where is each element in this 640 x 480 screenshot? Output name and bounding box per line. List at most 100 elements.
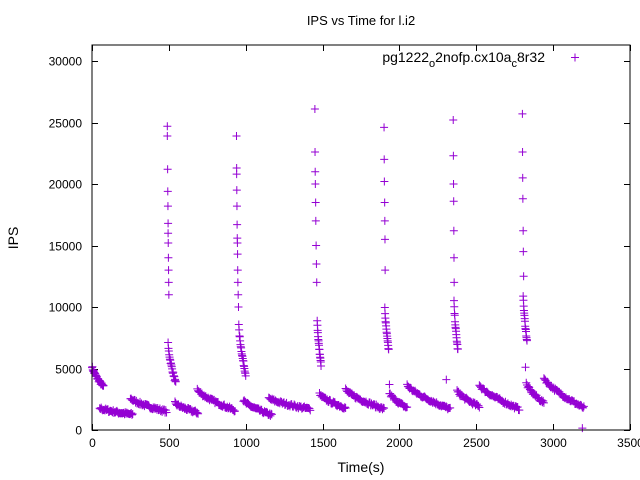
data-point	[164, 239, 173, 248]
x-tick-label: 1000	[233, 436, 260, 450]
data-point	[164, 290, 173, 299]
data-point	[449, 253, 458, 262]
legend: pg1222o2nofp.cx10ac8r32	[382, 49, 579, 70]
plot-border	[91, 44, 631, 431]
x-axis-label: Time(s)	[338, 459, 385, 475]
legend-label-part: 8r32	[517, 49, 545, 65]
data-point	[267, 410, 276, 419]
data-point	[381, 266, 390, 275]
data-point	[305, 404, 314, 413]
data-point	[234, 290, 243, 299]
data-point	[192, 408, 201, 417]
data-point	[164, 266, 173, 275]
data-point	[539, 374, 548, 383]
data-point	[233, 239, 242, 248]
data-point	[453, 345, 462, 354]
data-point	[312, 241, 321, 250]
data-points	[88, 104, 588, 433]
data-point	[233, 250, 242, 259]
y-axis-label: IPS	[5, 227, 21, 250]
data-point	[232, 202, 241, 211]
data-point	[449, 197, 458, 206]
x-tick-label: 2000	[386, 436, 413, 450]
data-point	[380, 155, 389, 164]
data-point	[518, 194, 527, 203]
data-point	[311, 180, 320, 188]
data-point	[311, 167, 320, 176]
data-point	[232, 170, 241, 179]
data-point	[380, 177, 389, 186]
data-point	[171, 377, 180, 386]
data-point	[312, 278, 321, 287]
data-point	[164, 253, 173, 262]
data-point	[384, 345, 393, 354]
data-point	[229, 405, 238, 414]
data-point	[380, 216, 389, 225]
data-point	[380, 235, 389, 244]
y-tick-label: 20000	[49, 178, 83, 192]
data-point	[578, 403, 587, 412]
x-tick-label: 500	[159, 436, 179, 450]
data-point	[164, 219, 173, 228]
data-point	[519, 247, 528, 256]
legend-marker-plus-icon	[571, 53, 579, 62]
chart-title: IPS vs Time for l.i2	[307, 13, 415, 28]
data-point	[233, 266, 242, 275]
data-point	[194, 409, 203, 418]
data-point	[267, 409, 276, 418]
data-point	[233, 220, 242, 229]
data-point	[164, 229, 173, 238]
legend-label-part: 2nofp.cx10a	[435, 49, 511, 65]
data-point	[519, 226, 528, 235]
data-point	[311, 216, 320, 225]
data-point	[450, 302, 459, 311]
data-point	[163, 122, 172, 131]
data-point	[233, 278, 242, 287]
data-point	[523, 336, 532, 345]
data-point	[380, 198, 389, 207]
data-point	[453, 386, 462, 395]
data-point	[449, 116, 458, 125]
data-point	[164, 278, 173, 287]
data-point	[578, 424, 587, 433]
data-point	[317, 362, 326, 371]
data-point	[163, 187, 172, 196]
data-point	[311, 148, 320, 157]
data-point	[518, 109, 527, 118]
data-point	[340, 404, 349, 413]
data-point	[306, 406, 315, 415]
data-point	[99, 381, 108, 390]
legend-label-subscript: o	[429, 58, 435, 70]
data-point	[475, 381, 484, 390]
data-point	[539, 398, 548, 407]
data-point	[241, 371, 250, 380]
x-tick-label: 1500	[310, 436, 337, 450]
data-point	[310, 104, 319, 113]
data-point	[446, 403, 455, 412]
data-point	[474, 401, 483, 410]
data-point	[232, 132, 241, 141]
data-point	[162, 408, 171, 417]
data-point	[340, 403, 349, 412]
y-tick-label: 0	[75, 424, 82, 438]
y-tick-label: 10000	[49, 301, 83, 315]
data-point	[515, 406, 524, 415]
data-point	[442, 375, 451, 384]
data-point	[449, 180, 458, 188]
data-point	[521, 363, 530, 372]
data-point	[163, 132, 172, 141]
data-point	[539, 396, 548, 405]
y-tick-label: 30000	[49, 55, 83, 69]
data-point	[579, 402, 588, 411]
x-tick-label: 0	[89, 436, 96, 450]
data-point	[385, 380, 394, 389]
data-point	[518, 148, 527, 157]
legend-label-subscript: c	[511, 58, 517, 70]
x-tick-label: 3000	[540, 436, 567, 450]
data-point	[449, 226, 458, 235]
data-point	[230, 407, 239, 416]
data-point	[380, 404, 389, 413]
y-tick-label: 15000	[49, 240, 83, 254]
